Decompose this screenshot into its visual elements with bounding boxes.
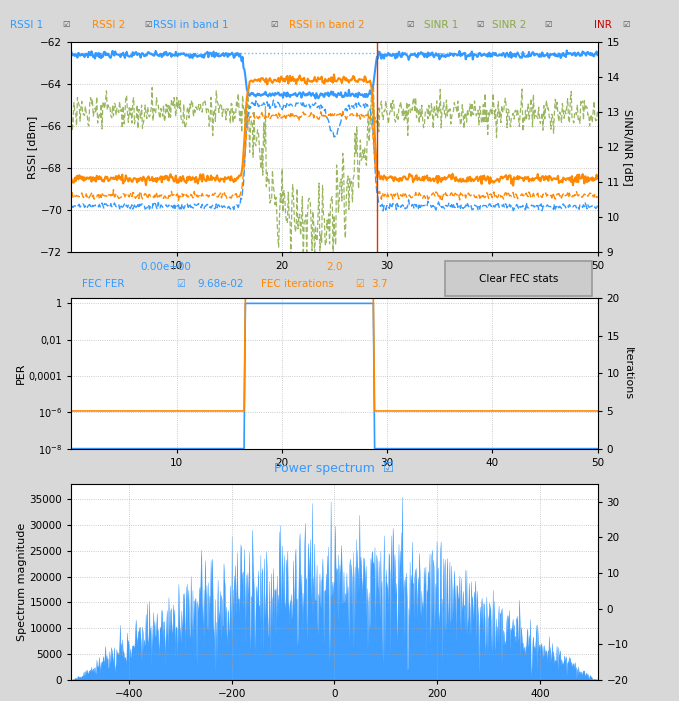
Text: FEC FER: FEC FER bbox=[82, 280, 124, 290]
Text: RSSI in band 2: RSSI in band 2 bbox=[289, 20, 364, 29]
Y-axis label: Spectrum magnitude: Spectrum magnitude bbox=[17, 523, 26, 641]
Text: RSSI 1: RSSI 1 bbox=[10, 20, 43, 29]
Text: RSSI in band 1: RSSI in band 1 bbox=[153, 20, 228, 29]
Text: ☑: ☑ bbox=[622, 20, 629, 29]
Text: ☑: ☑ bbox=[545, 20, 552, 29]
Text: 2.0: 2.0 bbox=[326, 262, 343, 273]
Text: ☑: ☑ bbox=[62, 20, 70, 29]
Y-axis label: PER: PER bbox=[16, 362, 26, 384]
Text: 9.68e-02: 9.68e-02 bbox=[198, 280, 244, 290]
Text: ☑: ☑ bbox=[356, 280, 364, 290]
Text: ☑: ☑ bbox=[406, 20, 414, 29]
Text: 0.00e+00: 0.00e+00 bbox=[141, 262, 191, 273]
FancyBboxPatch shape bbox=[445, 261, 592, 296]
Text: Clear FEC stats: Clear FEC stats bbox=[479, 273, 558, 284]
Text: ☑: ☑ bbox=[177, 280, 185, 290]
Text: ☑: ☑ bbox=[144, 20, 151, 29]
Y-axis label: SINR/INR [dB]: SINR/INR [dB] bbox=[623, 109, 633, 186]
Text: ☑: ☑ bbox=[477, 20, 484, 29]
Y-axis label: Iterations: Iterations bbox=[623, 347, 633, 400]
Y-axis label: RSSI [dBm]: RSSI [dBm] bbox=[27, 116, 37, 179]
Text: Power spectrum  ☑: Power spectrum ☑ bbox=[274, 462, 394, 475]
Text: SINR 2: SINR 2 bbox=[492, 20, 527, 29]
Text: SINR 1: SINR 1 bbox=[424, 20, 459, 29]
Text: ☑: ☑ bbox=[270, 20, 278, 29]
Text: 3.7: 3.7 bbox=[371, 280, 388, 290]
Text: RSSI 2: RSSI 2 bbox=[92, 20, 125, 29]
Text: INR: INR bbox=[594, 20, 612, 29]
Text: FEC iterations: FEC iterations bbox=[261, 280, 333, 290]
